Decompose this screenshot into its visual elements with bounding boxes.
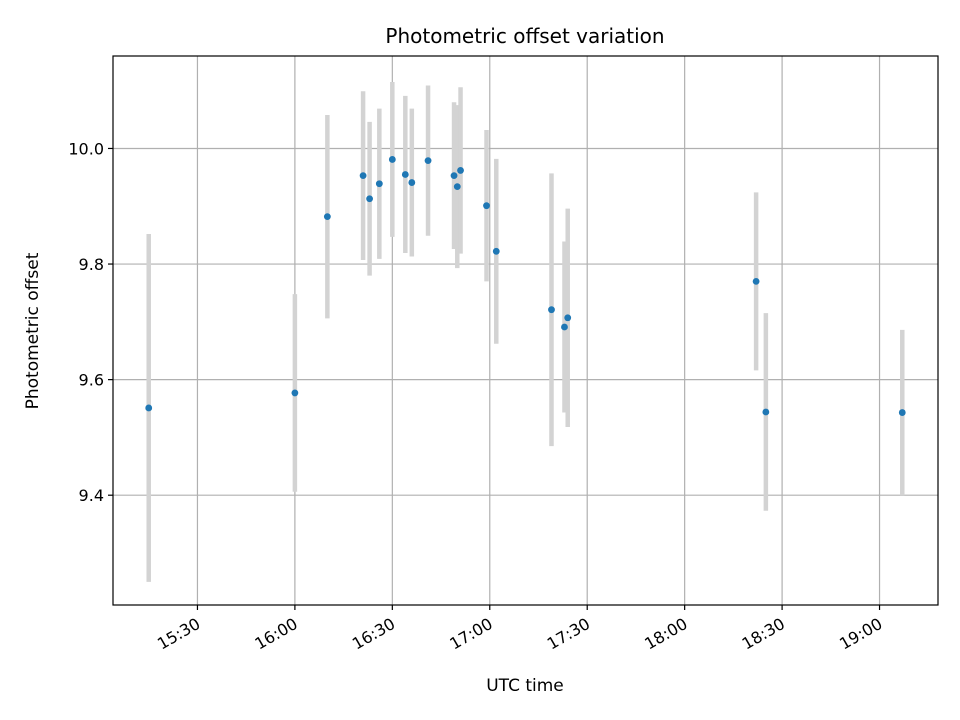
x-axis-label: UTC time (486, 676, 564, 696)
data-point (366, 195, 373, 203)
y-tick-label: 10.0 (68, 139, 104, 158)
data-point (457, 167, 464, 174)
y-axis-ticks: 9.4 9.6 9.8 10.0 (68, 139, 113, 505)
data-point (323, 213, 331, 221)
data-point (898, 409, 906, 416)
data-point (359, 172, 367, 180)
plot-frame (112, 55, 939, 606)
chart-title: Photometric offset variation (385, 24, 664, 48)
data-point (424, 157, 432, 164)
x-tick-label: 18:00 (641, 614, 690, 654)
x-tick-label: 19:00 (836, 614, 885, 654)
y-tick-label: 9.6 (79, 371, 104, 390)
x-tick-label: 17:30 (544, 614, 593, 654)
data-point-layer (145, 156, 906, 416)
x-tick-label: 15:30 (154, 614, 203, 654)
data-point (561, 323, 568, 331)
data-point (450, 172, 458, 180)
data-point (375, 180, 383, 188)
grid-layer (113, 56, 938, 605)
x-tick-label: 16:00 (251, 614, 300, 654)
x-axis-ticks: 15:30 16:00 16:30 17:00 17:30 18:00 18:30 19:00 (154, 605, 886, 654)
data-point (401, 171, 409, 178)
data-point (483, 202, 490, 210)
y-axis-label: Photometric offset (23, 252, 43, 409)
x-tick-label: 17:00 (446, 614, 495, 654)
data-point (752, 277, 760, 285)
x-tick-label: 18:30 (739, 614, 788, 654)
data-point (388, 156, 396, 163)
data-point (548, 306, 555, 314)
data-point (564, 314, 572, 322)
data-point (492, 247, 500, 255)
data-point (408, 179, 416, 186)
x-tick-label: 16:30 (349, 614, 398, 654)
y-tick-label: 9.8 (79, 255, 104, 274)
data-point (762, 408, 770, 416)
error-bar-layer (146, 82, 905, 582)
y-tick-label: 9.4 (79, 486, 104, 505)
data-point (291, 389, 299, 397)
data-point (453, 183, 461, 191)
data-point (145, 404, 153, 412)
